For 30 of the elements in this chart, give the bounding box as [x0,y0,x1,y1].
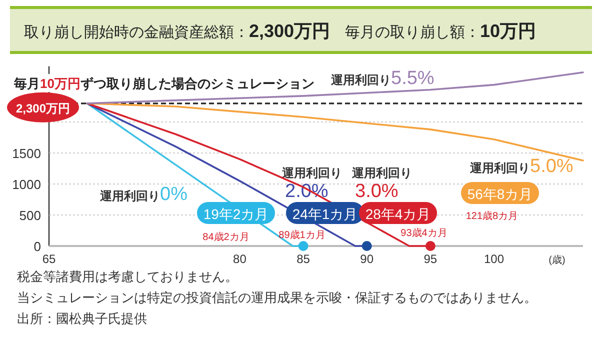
x-axis-title: (歳) [548,254,566,266]
annotation: 24年1カ月 [292,206,358,222]
y-tick-label: 0 [34,239,41,254]
annotation: 56年8カ月 [467,186,533,202]
x-tick-label: 90 [360,252,374,266]
text: 出所：國松典子氏提供 [17,311,147,326]
series-label: 運用利回り5.5% [330,68,434,89]
text: 毎月10万円ずつ取り崩した場合のシミュレーション [13,76,314,91]
series-label: 運用利回り5.0% [469,156,574,177]
annotation: 84歳2カ月 [202,231,250,243]
y-tick-label: 500 [19,208,41,223]
x-tick-label: 95 [424,252,438,266]
x-tick-label: 85 [296,252,310,266]
text: 当シミュレーションは特定の投資信託の運用成果を示唆・保証するものではありません。 [17,290,537,305]
series-label: 運用利回り0% [99,184,188,205]
annotation: 121歳8カ月 [466,210,518,222]
annotation: 28年4カ月 [365,206,431,222]
series-label: 運用利回り3.0% [351,166,412,202]
text: 税金等諸費用は考慮しておりません。 [17,269,238,284]
annotation: 93歳4カ月 [400,227,448,239]
title: 取り崩し開始時の金融資産総額：2,300万円 毎月の取り崩し額：10万円 [10,6,592,54]
annotation: 89歳1カ月 [278,229,326,241]
y-tick-label: 1000 [12,177,41,192]
x-tick-label: 80 [233,252,247,266]
x-tick-label: 65 [42,252,56,266]
y-tick-label: 1500 [12,146,41,161]
ref-line-label: 2,300万円 [16,101,70,116]
x-tick-label: 100 [484,252,504,266]
chart-title: 取り崩し開始時の金融資産総額：2,300万円 毎月の取り崩し額：10万円 [24,21,536,41]
annotation: 19年2カ月 [203,206,269,222]
